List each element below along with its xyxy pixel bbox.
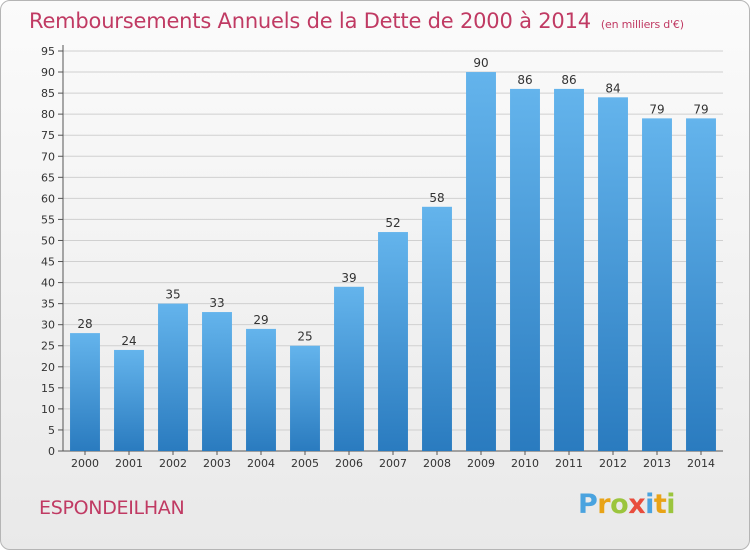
bar-2010 xyxy=(510,88,540,451)
bar-2002 xyxy=(158,303,188,451)
y-tick-label: 15 xyxy=(41,382,55,395)
x-tick-label-2008: 2008 xyxy=(423,457,451,470)
bar-2003 xyxy=(202,312,232,451)
x-tick-label-2011: 2011 xyxy=(555,457,583,470)
x-tick-label-2012: 2012 xyxy=(599,457,627,470)
x-tick-label-2010: 2010 xyxy=(511,457,539,470)
x-tick-label-2001: 2001 xyxy=(115,457,143,470)
commune-name: ESPONDEILHAN xyxy=(39,497,185,519)
value-label-2007: 52 xyxy=(385,216,400,230)
logo-letter: o xyxy=(610,489,629,520)
proxiti-logo: Proxiti xyxy=(578,489,676,520)
bar-2000 xyxy=(70,333,100,451)
bar-2011 xyxy=(554,88,584,451)
x-tick-label-2007: 2007 xyxy=(379,457,407,470)
bars xyxy=(70,72,716,452)
value-label-2004: 29 xyxy=(253,313,268,327)
bar-2004 xyxy=(246,328,276,451)
y-tick-label: 30 xyxy=(41,319,55,332)
value-label-2005: 25 xyxy=(297,330,312,344)
y-tick-label: 40 xyxy=(41,277,55,290)
y-tick-label: 45 xyxy=(41,256,55,269)
value-label-2001: 24 xyxy=(121,334,136,348)
bar-2007 xyxy=(378,232,408,451)
chart-title: Remboursements Annuels de la Dette de 20… xyxy=(29,9,684,33)
y-tick-label: 10 xyxy=(41,403,55,416)
value-label-2002: 35 xyxy=(165,288,180,302)
value-label-2013: 79 xyxy=(649,102,664,116)
logo-letter: P xyxy=(578,489,598,520)
value-label-2008: 58 xyxy=(429,191,444,205)
logo-letter: r xyxy=(597,489,611,520)
y-tick-label: 95 xyxy=(41,45,55,58)
labels: 0 5 10 15 20 25 30 35 40 45 50 55 60 65 70 75 80 85 90 95 28… xyxy=(41,45,715,470)
y-tick-label: 35 xyxy=(41,298,55,311)
y-tick-label: 75 xyxy=(41,129,55,142)
value-label-2000: 28 xyxy=(77,317,92,331)
y-tick-label: 85 xyxy=(41,87,55,100)
bar-2014 xyxy=(686,118,716,452)
y-tick-label: 55 xyxy=(41,213,55,226)
chart-title-text: Remboursements Annuels de la Dette de 20… xyxy=(29,9,591,33)
x-tick-label-2003: 2003 xyxy=(203,457,231,470)
value-label-2006: 39 xyxy=(341,271,356,285)
value-label-2014: 79 xyxy=(693,102,708,116)
bar-2001 xyxy=(114,349,144,451)
bar-2005 xyxy=(290,345,320,451)
bar-2008 xyxy=(422,206,452,451)
logo-letter: i xyxy=(666,489,676,520)
value-label-2012: 84 xyxy=(605,81,620,95)
y-tick-label: 50 xyxy=(41,234,55,247)
y-tick-label: 70 xyxy=(41,150,55,163)
value-label-2009: 90 xyxy=(473,56,488,70)
x-tick-label-2013: 2013 xyxy=(643,457,671,470)
value-label-2010: 86 xyxy=(517,73,532,87)
logo-letter: i xyxy=(645,489,654,520)
x-tick-label-2000: 2000 xyxy=(71,457,99,470)
y-tick-label: 65 xyxy=(41,171,55,184)
value-label-2003: 33 xyxy=(209,296,224,310)
logo-letter: x xyxy=(628,489,646,520)
y-tick-label: 90 xyxy=(41,66,55,79)
x-tick-label-2005: 2005 xyxy=(291,457,319,470)
chart-subtitle: (en milliers d'€) xyxy=(600,18,684,31)
x-tick-label-2009: 2009 xyxy=(467,457,495,470)
x-tick-label-2006: 2006 xyxy=(335,457,363,470)
bar-2012 xyxy=(598,97,628,451)
logo-letter: t xyxy=(653,489,667,520)
value-label-2011: 86 xyxy=(561,73,576,87)
bar-2013 xyxy=(642,118,672,452)
bar-2006 xyxy=(334,286,364,451)
x-tick-label-2014: 2014 xyxy=(687,457,715,470)
y-tick-label: 5 xyxy=(48,424,55,437)
y-tick-label: 0 xyxy=(48,445,55,458)
bar-2009 xyxy=(466,72,496,451)
y-tick-label: 25 xyxy=(41,340,55,353)
y-tick-label: 20 xyxy=(41,361,55,374)
y-tick-label: 80 xyxy=(41,108,55,121)
x-tick-label-2002: 2002 xyxy=(159,457,187,470)
x-tick-label-2004: 2004 xyxy=(247,457,275,470)
y-tick-label: 60 xyxy=(41,192,55,205)
